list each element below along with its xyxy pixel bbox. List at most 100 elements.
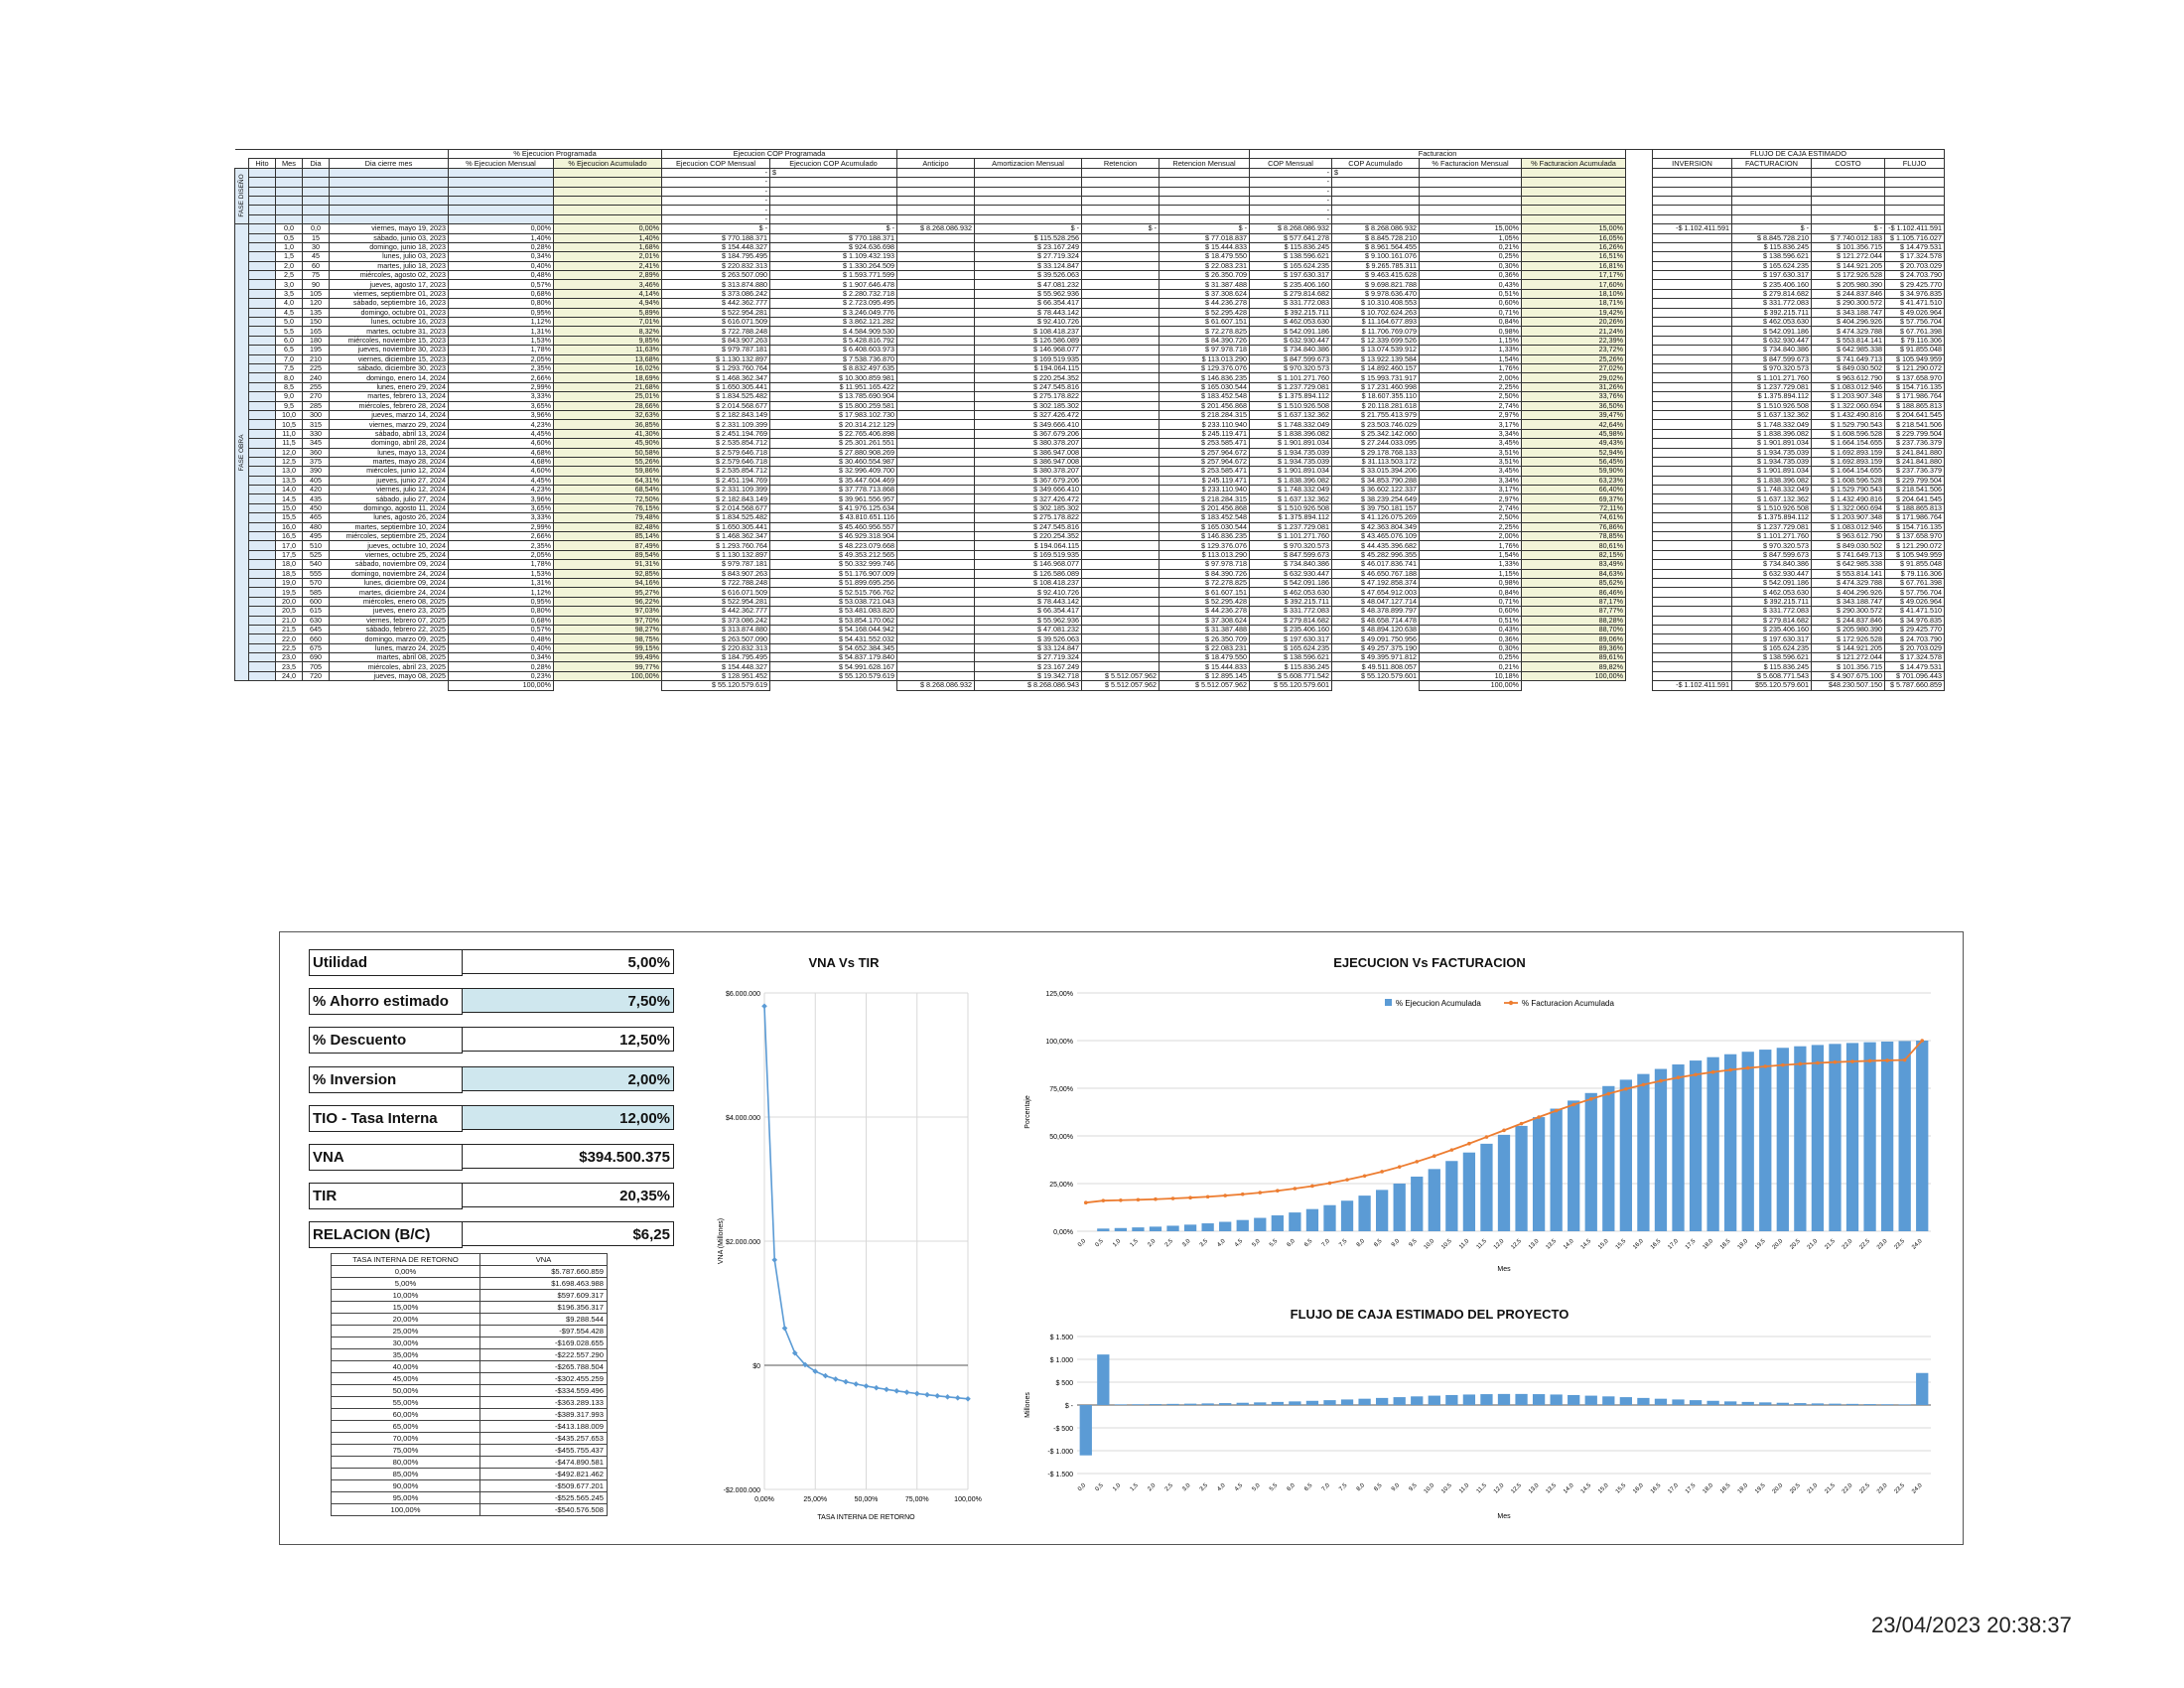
retencion-mensual-cell: $ 18.479.550 xyxy=(1159,251,1250,262)
blank-cell xyxy=(1626,439,1653,448)
cop-acum-cell: $ 27.880.908.269 xyxy=(769,447,897,458)
data-point xyxy=(1432,1154,1436,1159)
dia-cell: 690 xyxy=(302,652,330,663)
fact-pct-acum-cell: 18,10% xyxy=(1521,288,1626,300)
blank-cell xyxy=(1521,213,1626,225)
retencion-mensual-cell: $ 165.030.544 xyxy=(1159,381,1250,393)
cierre-cell: martes, septiembre 10, 2024 xyxy=(329,521,449,533)
retencion-cell xyxy=(1081,438,1160,449)
ejec-mensual-cell: 3,96% xyxy=(448,409,554,421)
x-tick-label: 12,5 xyxy=(1510,1482,1523,1495)
hito-cell xyxy=(248,466,276,477)
y-tick-label: $4.000.000 xyxy=(726,1115,760,1122)
blank-cell xyxy=(1626,513,1653,522)
retencion-cell xyxy=(1081,485,1160,495)
blank-cell xyxy=(248,195,276,207)
retencion-mensual-cell: $ 97.978.718 xyxy=(1159,559,1250,570)
ejec-mensual-cell: 2,35% xyxy=(448,362,554,374)
blank-cell xyxy=(1626,363,1653,372)
cop-acum-cell: $ 55.120.579.619 xyxy=(769,670,897,682)
cop-mensual-cell: $ 616.071.509 xyxy=(661,317,770,328)
hito-cell xyxy=(248,624,276,635)
cop-mensual-cell: $ 722.788.248 xyxy=(661,577,770,589)
fact-cop-mensual-cell: $ 331.772.083 xyxy=(1249,606,1332,617)
ejec-acum-cell: 72,50% xyxy=(553,493,662,504)
costo-cell: $ 741.649.713 xyxy=(1811,549,1885,561)
fact-cop-acum-cell: $ 36.602.122.337 xyxy=(1331,485,1420,495)
mes-cell: 5,5 xyxy=(275,326,303,337)
inversion-cell xyxy=(1652,530,1732,542)
blank-cell xyxy=(1652,167,1732,179)
cop-mensual-cell: $ 1.834.525.482 xyxy=(661,512,770,523)
bar xyxy=(1898,1041,1911,1231)
facturacion-cell: $ 970.320.573 xyxy=(1731,362,1812,374)
anticipo-cell xyxy=(896,362,975,374)
amortizacion-cell: $ 194.064.115 xyxy=(974,362,1082,374)
blank-cell xyxy=(1884,213,1945,225)
hito-cell xyxy=(248,400,276,411)
x-tick-label: 15,5 xyxy=(1615,1482,1628,1495)
x-axis-label: Mes xyxy=(1497,1266,1511,1273)
column-header-fact_pct_mensual: % Facturacion Mensual xyxy=(1419,158,1522,169)
vna-cell: -$97.554.428 xyxy=(479,1325,608,1337)
table-row: 8,0 240 domingo, enero 14, 2024 2,66% 18,69%… xyxy=(235,372,1945,383)
flujo-cell: $ 29.425.770 xyxy=(1884,624,1945,635)
fact-cop-mensual-cell: $ 847.599.673 xyxy=(1249,353,1332,365)
indicator-label: % Inversion xyxy=(309,1065,463,1093)
fact-pct-acum-cell: 27,02% xyxy=(1521,362,1626,374)
mes-cell: 20,0 xyxy=(275,596,303,608)
retencion-cell xyxy=(1081,270,1160,281)
dia-cell: 30 xyxy=(302,241,330,253)
x-tick-label: 14,0 xyxy=(1563,1482,1575,1495)
flujo-cell: $ 121.290.072 xyxy=(1884,540,1945,551)
retencion-cell xyxy=(1081,502,1160,514)
costo-cell: $ 1.083.012.946 xyxy=(1811,521,1885,533)
ejec-mensual-cell: 4,23% xyxy=(448,485,554,495)
facturacion-cell: $ 1.510.926.508 xyxy=(1731,400,1812,411)
costo-cell: $ 121.272.044 xyxy=(1811,251,1885,262)
blank-cell xyxy=(248,186,276,197)
fact-pct-acum-cell: 52,94% xyxy=(1521,447,1626,458)
data-point xyxy=(1571,1102,1576,1107)
fact-cop-acum-cell: $ 43.465.076.109 xyxy=(1331,530,1420,542)
flujo-cell: $ 229.799.504 xyxy=(1884,475,1945,487)
blank-cell xyxy=(275,186,303,197)
fact-pct-mensual-cell: 3,34% xyxy=(1419,428,1522,440)
fact-pct-acum-cell: 84,63% xyxy=(1521,568,1626,579)
retencion-mensual-cell: $ 201.456.868 xyxy=(1159,400,1250,411)
x-tick-label: 19,0 xyxy=(1737,1238,1750,1251)
legend-label: % Ejecucion Acumulada xyxy=(1396,999,1481,1008)
retencion-mensual-cell: $ 26.350.709 xyxy=(1159,270,1250,281)
dia-cell: 135 xyxy=(302,307,330,319)
anticipo-cell xyxy=(896,447,975,458)
fact-cop-mensual-cell: $ 392.215.711 xyxy=(1249,596,1332,608)
anticipo-cell xyxy=(896,633,975,644)
y-tick-label: 50,00% xyxy=(1049,1134,1073,1141)
blank-cell xyxy=(1332,681,1420,690)
mes-cell: 22,5 xyxy=(275,642,303,654)
flujo-cell: $ 154.716.135 xyxy=(1884,381,1945,393)
ejec-acum-cell: 98,75% xyxy=(553,633,662,644)
vna-cell: -$455.755.437 xyxy=(479,1444,608,1457)
total-retencion-mensual-cell: $ 5.512.057.962 xyxy=(1159,680,1250,691)
anticipo-cell xyxy=(896,409,975,421)
blank-cell xyxy=(1811,213,1885,225)
facturacion-cell: $ 165.624.235 xyxy=(1731,260,1812,272)
fact-pct-acum-cell: 49,43% xyxy=(1521,438,1626,449)
retencion-mensual-cell: $ 52.295.428 xyxy=(1159,307,1250,319)
dia-cell: 420 xyxy=(302,485,330,495)
fact-pct-acum-cell: 72,11% xyxy=(1521,502,1626,514)
fact-pct-mensual-cell: 1,54% xyxy=(1419,353,1522,365)
blank-cell xyxy=(1419,195,1522,207)
ejec-acum-cell: 2,01% xyxy=(553,251,662,262)
flujo-cell: $ 57.756.704 xyxy=(1884,317,1945,328)
blank-cell xyxy=(248,177,276,188)
irr-vna-table: TASA INTERNA DE RETORNO VNA 0,00% $5.787.66… xyxy=(331,1253,608,1516)
cop-mensual-cell: $ 442.362.777 xyxy=(661,606,770,617)
y-tick-label: 0,00% xyxy=(1053,1229,1073,1236)
retencion-mensual-cell: $ 18.479.550 xyxy=(1159,652,1250,663)
fact-pct-acum-cell: 89,36% xyxy=(1521,642,1626,654)
cop-acum-cell: $ 49.353.212.565 xyxy=(769,549,897,561)
table-row: 90,00% -$509.677.201 xyxy=(331,1479,608,1492)
table-row: 7,5 225 sábado, diciembre 30, 2023 2,35% 16,… xyxy=(235,362,1945,374)
